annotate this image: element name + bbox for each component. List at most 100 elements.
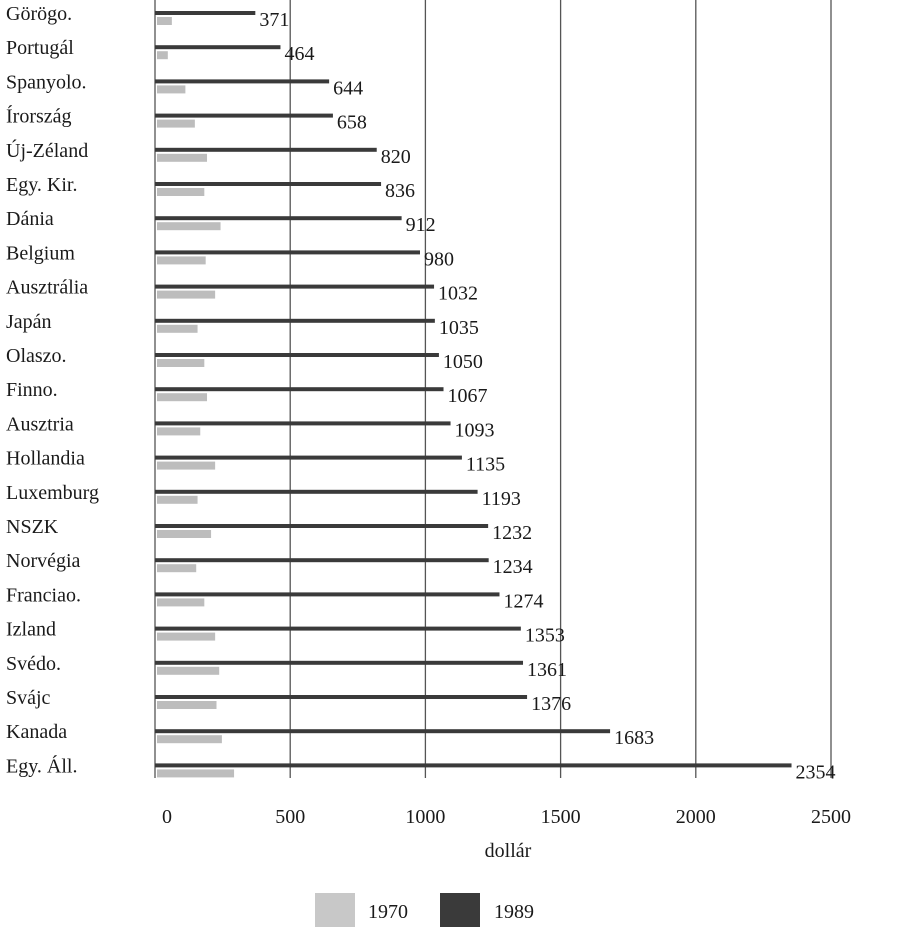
value-label-15: 1232 (492, 522, 532, 544)
bar-1989-18 (155, 626, 521, 631)
category-labels: Görögo. Portugál Spanyolo. Írország Új-Zélan… (6, 3, 99, 777)
legend: 1970 1989 (315, 893, 534, 927)
bar-1970-18 (157, 632, 216, 641)
x-axis-title: dollár (485, 840, 532, 862)
value-label-17: 1274 (503, 590, 543, 612)
bar-1970-11 (157, 393, 208, 402)
category-label-14: Luxemburg (6, 482, 99, 504)
bar-1970-4 (157, 153, 208, 162)
value-labels: 371 464 644 658 820 836 912 980 1032 1035 1050 1067… (259, 9, 835, 783)
value-label-10: 1050 (443, 351, 483, 373)
category-label-9: Japán (6, 311, 52, 333)
bar-1970-9 (157, 324, 198, 333)
bar-1970-16 (157, 564, 197, 573)
bar-1970-0 (157, 17, 172, 25)
x-tick-label-2500: 2500 (811, 806, 851, 828)
value-label-20: 1376 (531, 693, 571, 715)
category-label-12: Ausztria (6, 413, 74, 435)
value-label-1: 464 (284, 43, 314, 65)
bar-1989-0 (155, 11, 256, 15)
category-label-21: Kanada (6, 721, 67, 743)
bar-1989-4 (155, 147, 377, 152)
bar-1970-15 (157, 530, 212, 538)
bar-1970-6 (157, 222, 221, 231)
legend-swatch-1989 (440, 893, 480, 927)
bar-1970-12 (157, 427, 201, 436)
bar-1970-1 (157, 51, 168, 60)
category-label-22: Egy. Áll. (6, 754, 77, 777)
bar-1989-7 (155, 250, 420, 255)
bar-1989-8 (155, 284, 435, 289)
legend-label-1989: 1989 (494, 901, 534, 923)
value-label-16: 1234 (493, 556, 533, 578)
value-label-3: 658 (337, 112, 367, 134)
category-label-11: Finno. (6, 379, 58, 401)
bar-1970-2 (157, 85, 186, 94)
value-label-19: 1361 (527, 659, 567, 681)
category-label-20: Svájc (6, 687, 51, 709)
bar-1970-3 (157, 119, 195, 128)
legend-label-1970: 1970 (368, 901, 408, 923)
bar-1970-13 (157, 461, 216, 470)
value-label-22: 2354 (796, 761, 836, 783)
x-tick-label-500: 500 (275, 806, 305, 828)
category-label-17: Franciao. (6, 584, 81, 606)
x-tick-labels: 0 500 1000 1500 2000 2500 (162, 806, 851, 828)
x-tick-label-0: 0 (162, 806, 172, 828)
bar-1989-1 (155, 45, 281, 50)
value-label-8: 1032 (438, 283, 478, 305)
bar-1970-22 (157, 769, 235, 778)
bar-1989-12 (155, 421, 451, 426)
bars (155, 11, 792, 778)
bar-1970-19 (157, 666, 220, 675)
bar-1989-20 (155, 695, 528, 699)
bar-1989-22 (155, 763, 792, 768)
bar-1989-6 (155, 216, 402, 221)
category-label-4: Új-Zéland (6, 138, 88, 162)
bar-1989-14 (155, 489, 478, 494)
bar-1970-21 (157, 735, 222, 744)
bar-1970-7 (157, 256, 206, 265)
value-label-7: 980 (424, 248, 454, 270)
bar-1989-9 (155, 318, 435, 323)
bar-1970-5 (157, 188, 205, 196)
value-label-9: 1035 (439, 317, 479, 339)
category-label-19: Svédo. (6, 653, 61, 675)
legend-swatch-1970 (315, 893, 355, 927)
value-label-2: 644 (333, 77, 363, 99)
value-label-0: 371 (259, 9, 289, 31)
value-label-6: 912 (406, 214, 436, 236)
bar-1989-21 (155, 729, 611, 734)
value-label-14: 1193 (482, 488, 521, 510)
value-label-12: 1093 (455, 419, 495, 441)
bar-1989-17 (155, 592, 500, 597)
bar-1970-10 (157, 359, 205, 367)
value-label-11: 1067 (448, 385, 488, 407)
value-label-4: 820 (381, 146, 411, 168)
category-label-15: NSZK (6, 516, 59, 538)
category-label-10: Olaszo. (6, 345, 67, 367)
category-label-8: Ausztrália (6, 277, 88, 299)
category-label-1: Portugál (6, 37, 74, 59)
bar-1989-2 (155, 79, 330, 84)
bar-1989-15 (155, 524, 489, 528)
bar-1989-5 (155, 182, 382, 186)
bar-1970-14 (157, 495, 198, 504)
category-label-7: Belgium (6, 242, 75, 264)
bar-1989-19 (155, 660, 524, 665)
category-label-3: Írország (6, 105, 72, 128)
bar-1970-17 (157, 598, 205, 607)
category-label-0: Görögo. (6, 3, 72, 25)
bar-1989-16 (155, 558, 489, 563)
value-label-13: 1135 (466, 454, 505, 476)
category-label-5: Egy. Kir. (6, 174, 77, 196)
bar-1989-3 (155, 113, 333, 118)
category-label-2: Spanyolo. (6, 71, 87, 93)
bar-1970-20 (157, 701, 217, 709)
category-label-18: Izland (6, 619, 56, 641)
category-label-13: Hollandia (6, 448, 85, 470)
category-label-16: Norvégia (6, 550, 81, 572)
value-label-18: 1353 (525, 625, 565, 647)
x-tick-label-1000: 1000 (405, 806, 445, 828)
